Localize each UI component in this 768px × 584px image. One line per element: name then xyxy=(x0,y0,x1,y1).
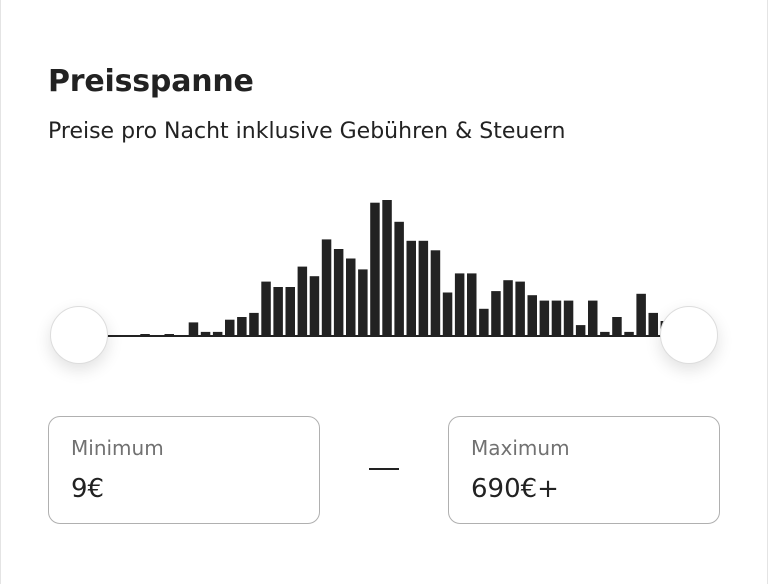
histogram-bar xyxy=(249,312,259,336)
histogram-bar xyxy=(394,221,404,336)
minimum-price-label: Minimum xyxy=(71,436,164,460)
histogram-bar xyxy=(188,322,199,336)
histogram-bar xyxy=(321,239,332,336)
max-price-slider-handle[interactable] xyxy=(660,306,718,364)
histogram-bar xyxy=(575,325,586,336)
histogram-bar xyxy=(285,287,295,336)
histogram-bar xyxy=(503,280,513,336)
minimum-price-value[interactable]: 9€ xyxy=(71,474,105,504)
range-separator-dash xyxy=(369,468,399,470)
histogram-bar xyxy=(370,202,380,336)
histogram-bar xyxy=(418,240,429,336)
histogram-bar xyxy=(273,287,283,336)
histogram-bar xyxy=(624,331,634,336)
histogram-bar xyxy=(164,334,174,336)
histogram-bar xyxy=(225,319,235,336)
histogram-bar xyxy=(612,317,622,336)
histogram-bar xyxy=(333,249,344,336)
histogram-bar xyxy=(237,317,247,336)
histogram-bar xyxy=(588,300,598,336)
histogram-bar xyxy=(467,273,477,336)
histogram-bar xyxy=(636,293,646,336)
histogram-bar xyxy=(297,266,308,336)
panel-left-edge xyxy=(0,0,1,584)
histogram-bar xyxy=(563,300,574,336)
histogram-bar xyxy=(600,331,610,336)
histogram-bar xyxy=(454,273,465,336)
histogram-bar xyxy=(382,200,392,336)
maximum-price-value[interactable]: 690€+ xyxy=(471,474,559,504)
histogram-bar xyxy=(648,312,658,336)
histogram-bar xyxy=(527,295,537,336)
histogram-bar xyxy=(479,308,489,336)
section-subtitle: Preise pro Nacht inklusive Gebühren & St… xyxy=(48,119,566,144)
histogram-bar xyxy=(140,334,150,336)
histogram-bar xyxy=(442,292,453,336)
min-price-slider-handle[interactable] xyxy=(50,306,108,364)
histogram-bar xyxy=(200,331,211,336)
histogram-bar xyxy=(261,281,271,336)
histogram-bar xyxy=(551,300,562,336)
histogram-bar xyxy=(212,331,223,336)
histogram-bar xyxy=(515,281,525,336)
histogram-bar xyxy=(491,291,501,336)
histogram-bar xyxy=(309,276,320,336)
section-title: Preisspanne xyxy=(48,64,254,99)
histogram-bar xyxy=(406,240,416,336)
histogram-bar xyxy=(539,300,550,336)
maximum-price-label: Maximum xyxy=(471,436,570,460)
histogram-bar xyxy=(346,258,356,336)
maximum-price-field[interactable]: Maximum 690€+ xyxy=(448,416,720,524)
histogram-bar xyxy=(358,269,368,336)
histogram-bar xyxy=(430,250,441,336)
minimum-price-field[interactable]: Minimum 9€ xyxy=(48,416,320,524)
